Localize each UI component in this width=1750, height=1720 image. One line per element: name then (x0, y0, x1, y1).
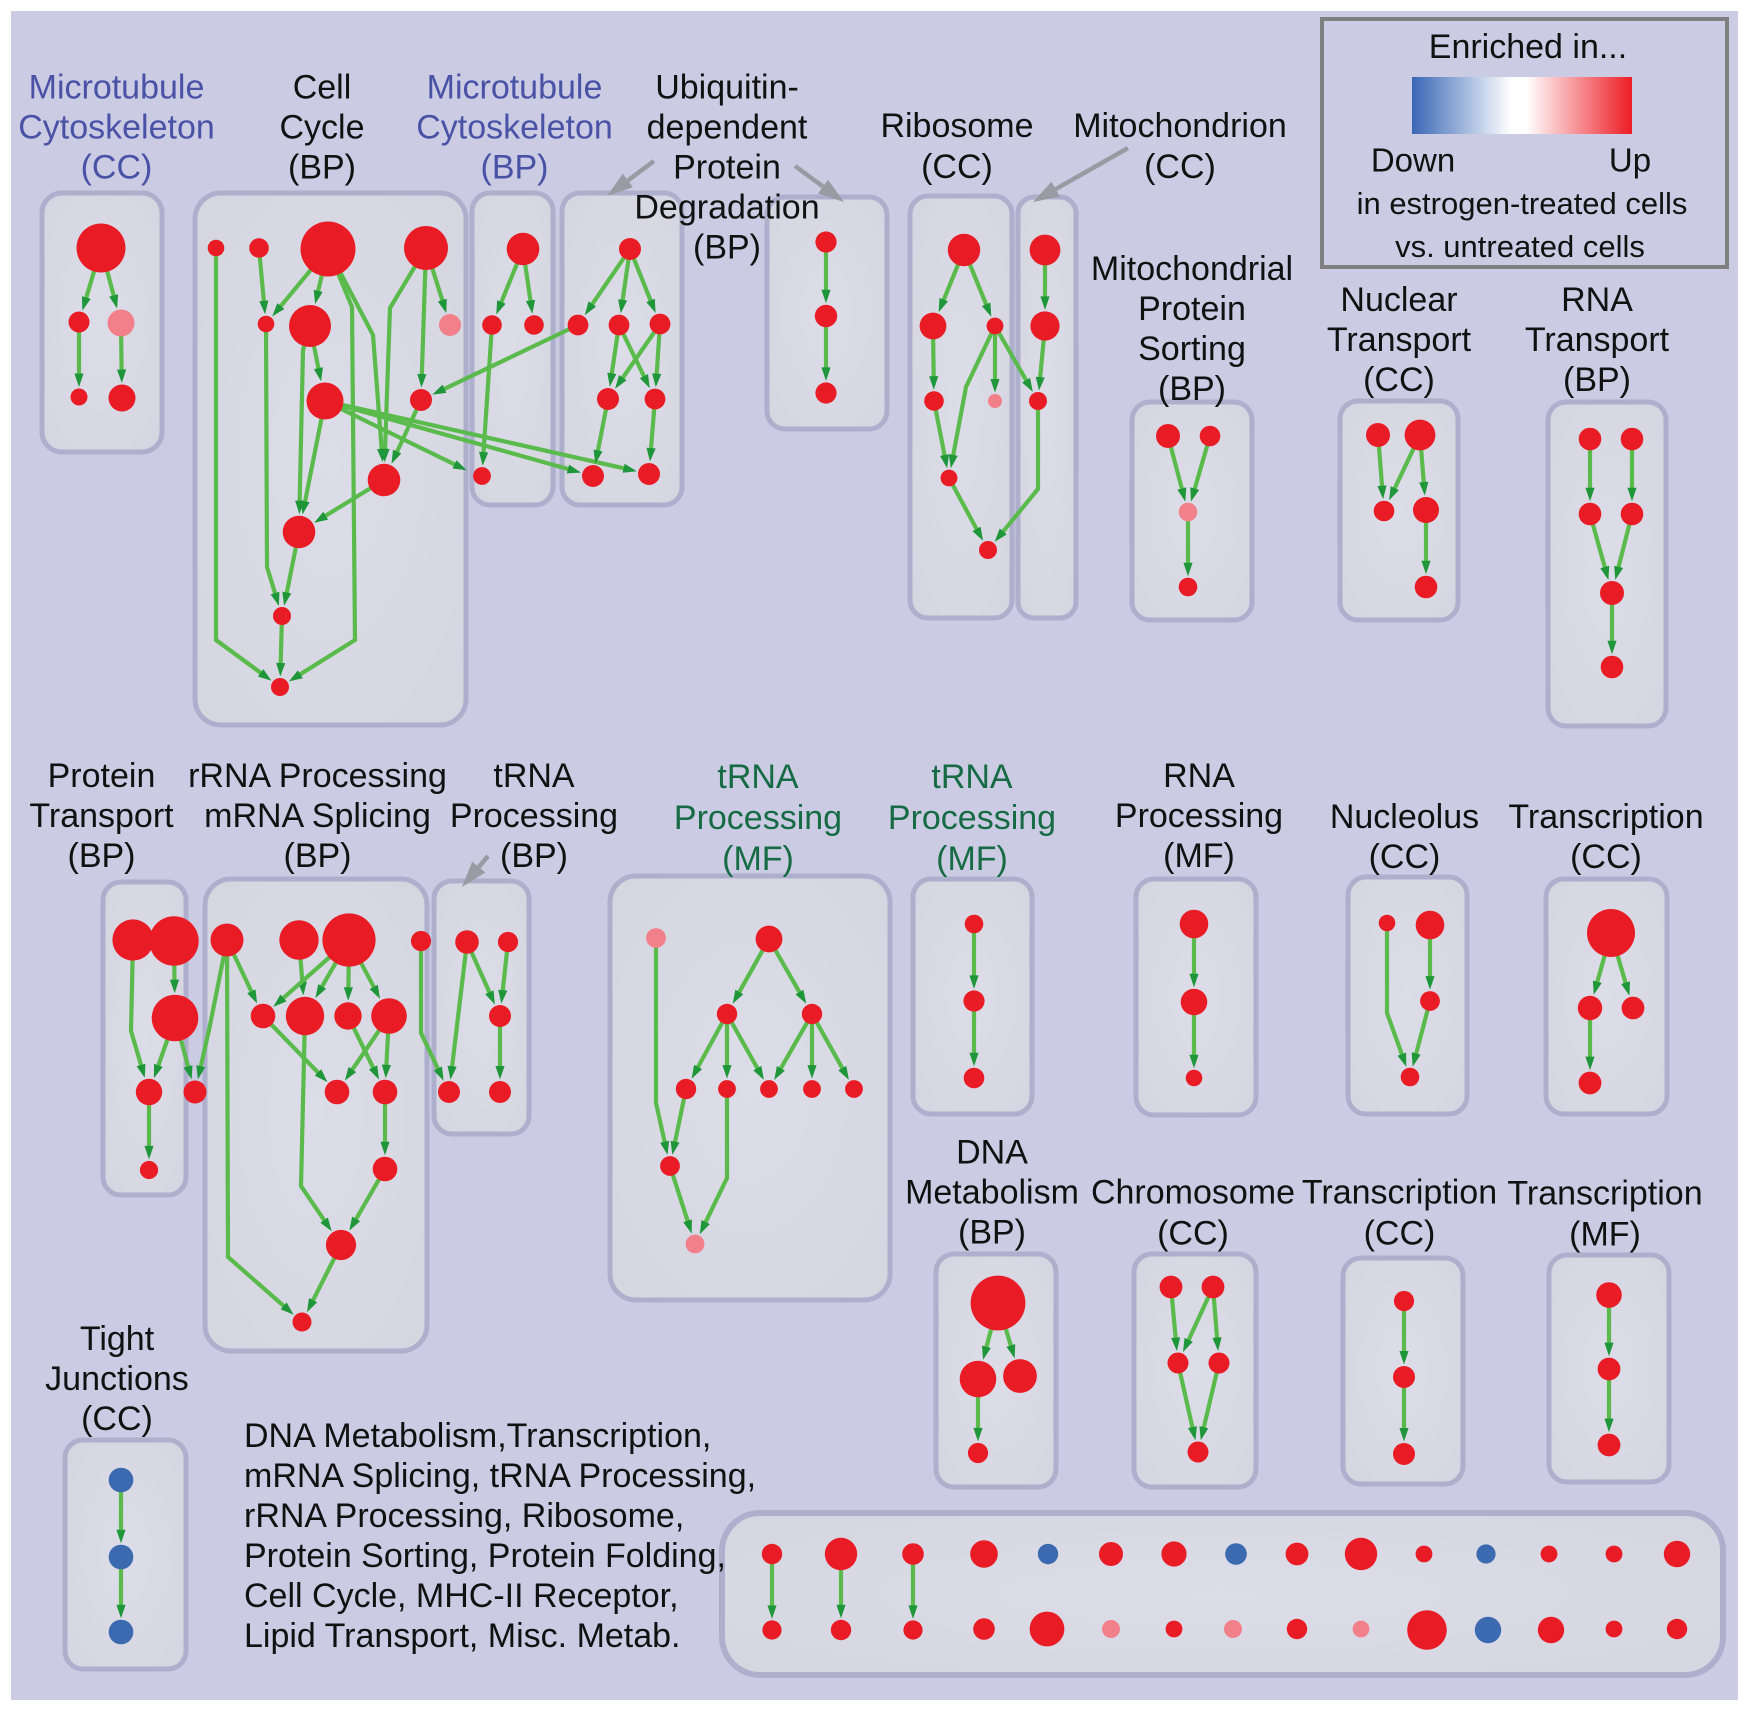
svg-text:Nuclear: Nuclear (1340, 281, 1457, 319)
svg-text:(MF): (MF) (722, 840, 794, 878)
svg-text:Transport: Transport (1525, 321, 1670, 359)
svg-text:(BP): (BP) (500, 837, 568, 875)
svg-text:(MF): (MF) (936, 840, 1008, 878)
svg-text:(BP): (BP) (68, 837, 136, 875)
svg-text:(BP): (BP) (958, 1214, 1026, 1252)
svg-text:Cytoskeleton: Cytoskeleton (18, 109, 215, 147)
svg-text:in estrogen-treated cells: in estrogen-treated cells (1357, 186, 1688, 221)
svg-text:(CC): (CC) (81, 1400, 153, 1438)
svg-text:Tight: Tight (80, 1320, 155, 1358)
svg-text:Chromosome: Chromosome (1091, 1174, 1295, 1212)
svg-text:Cytoskeleton: Cytoskeleton (416, 109, 613, 147)
svg-text:Protein: Protein (48, 757, 156, 795)
svg-text:(CC): (CC) (1363, 361, 1435, 399)
svg-text:Lipid Transport, Misc. Metab.: Lipid Transport, Misc. Metab. (244, 1617, 681, 1655)
svg-text:(CC): (CC) (1570, 838, 1642, 876)
svg-text:Junctions: Junctions (45, 1360, 189, 1398)
svg-text:dependent: dependent (647, 109, 808, 147)
svg-text:rRNA Processing, Ribosome,: rRNA Processing, Ribosome, (244, 1497, 684, 1535)
svg-text:Ribosome: Ribosome (880, 107, 1033, 145)
svg-text:mRNA Splicing, tRNA Processing: mRNA Splicing, tRNA Processing, (244, 1457, 756, 1495)
svg-text:RNA: RNA (1163, 757, 1235, 795)
svg-text:(BP): (BP) (481, 149, 549, 187)
svg-text:(BP): (BP) (1158, 370, 1226, 408)
svg-text:Enriched in...: Enriched in... (1429, 28, 1627, 66)
svg-text:(BP): (BP) (288, 149, 356, 187)
svg-text:(CC): (CC) (921, 148, 993, 186)
svg-text:Nucleolus: Nucleolus (1330, 798, 1479, 836)
svg-text:(MF): (MF) (1569, 1216, 1641, 1254)
svg-text:tRNA: tRNA (493, 757, 575, 795)
svg-text:Transcription: Transcription (1302, 1174, 1497, 1212)
svg-text:Degradation: Degradation (634, 189, 819, 227)
svg-text:mRNA Splicing: mRNA Splicing (204, 797, 431, 835)
svg-text:(BP): (BP) (693, 229, 761, 267)
svg-text:(BP): (BP) (284, 837, 352, 875)
svg-text:vs. untreated cells: vs. untreated cells (1395, 229, 1645, 264)
svg-text:Transport: Transport (1327, 321, 1472, 359)
svg-text:(CC): (CC) (81, 149, 153, 187)
svg-text:rRNA Processing: rRNA Processing (188, 757, 447, 795)
svg-text:DNA Metabolism,Transcription,: DNA Metabolism,Transcription, (244, 1417, 711, 1455)
svg-text:(MF): (MF) (1163, 837, 1235, 875)
svg-text:Cycle: Cycle (279, 109, 364, 147)
svg-text:Protein: Protein (1138, 290, 1246, 328)
svg-text:Processing: Processing (674, 799, 842, 837)
svg-text:Sorting: Sorting (1138, 330, 1246, 368)
svg-text:Processing: Processing (450, 797, 618, 835)
svg-text:RNA: RNA (1561, 281, 1633, 319)
svg-text:Microtubule: Microtubule (29, 69, 205, 107)
svg-text:(BP): (BP) (1563, 361, 1631, 399)
svg-text:Transport: Transport (29, 797, 174, 835)
svg-text:tRNA: tRNA (717, 758, 799, 796)
svg-text:Ubiquitin-: Ubiquitin- (655, 69, 799, 107)
svg-text:Down: Down (1371, 142, 1455, 179)
svg-text:(CC): (CC) (1369, 838, 1441, 876)
svg-text:DNA: DNA (956, 1134, 1028, 1172)
svg-text:Processing: Processing (888, 799, 1056, 837)
svg-text:Transcription: Transcription (1508, 798, 1703, 836)
svg-text:Protein Sorting, Protein Foldi: Protein Sorting, Protein Folding, (244, 1537, 726, 1575)
svg-text:(CC): (CC) (1364, 1215, 1436, 1253)
svg-text:tRNA: tRNA (931, 758, 1013, 796)
svg-text:Mitochondrial: Mitochondrial (1091, 250, 1293, 288)
svg-text:(CC): (CC) (1144, 148, 1216, 186)
svg-text:(CC): (CC) (1157, 1215, 1229, 1253)
svg-text:Up: Up (1609, 142, 1651, 179)
svg-text:Metabolism: Metabolism (905, 1174, 1079, 1212)
svg-text:Mitochondrion: Mitochondrion (1073, 107, 1287, 145)
svg-text:Processing: Processing (1115, 797, 1283, 835)
svg-text:Transcription: Transcription (1507, 1175, 1702, 1213)
svg-text:Microtubule: Microtubule (427, 69, 603, 107)
svg-text:Cell: Cell (293, 69, 352, 107)
svg-text:Protein: Protein (673, 149, 781, 187)
svg-text:Cell Cycle, MHC-II Receptor,: Cell Cycle, MHC-II Receptor, (244, 1577, 679, 1615)
